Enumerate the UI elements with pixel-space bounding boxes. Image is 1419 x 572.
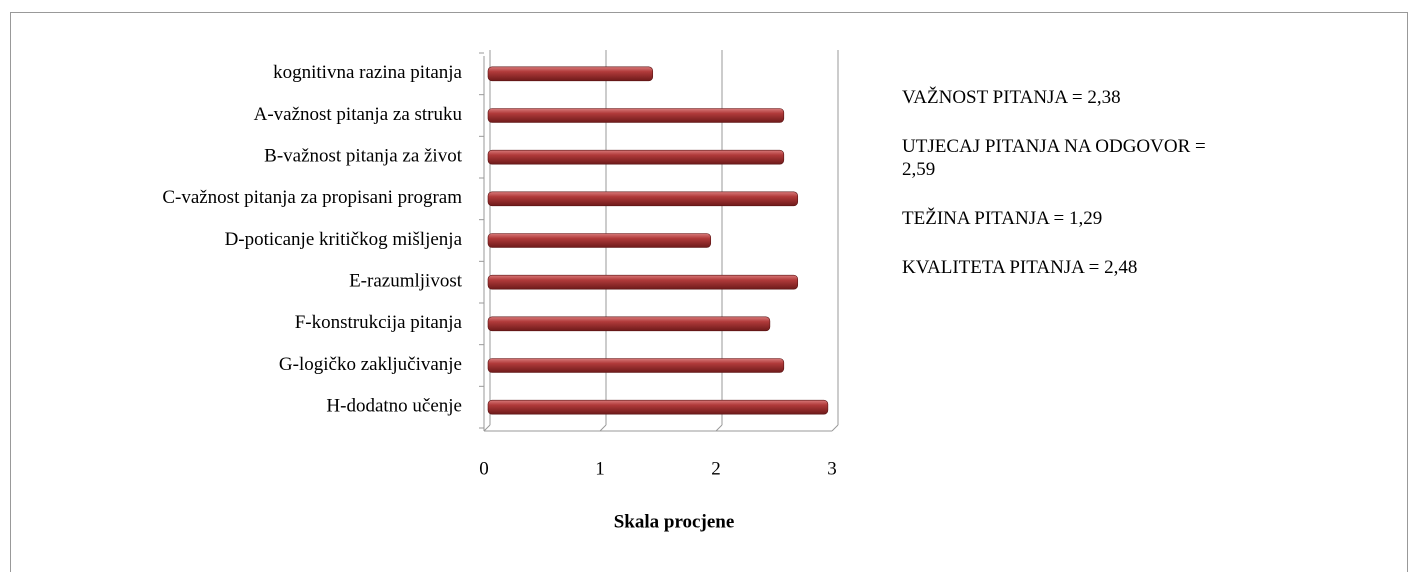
y-tick-label: H-dodatno učenje	[326, 396, 462, 417]
x-tick-label: 3	[827, 458, 837, 479]
bar	[487, 399, 829, 415]
frame	[10, 12, 1408, 572]
bar	[487, 274, 799, 290]
annotation: UTJECAJ PITANJA NA ODGOVOR = 2,59	[902, 136, 1206, 180]
y-tick-label: A-važnost pitanja za struku	[254, 104, 463, 125]
bar	[487, 149, 785, 165]
bar	[487, 191, 799, 207]
y-tick-label: G-logičko zaključivanje	[279, 354, 462, 375]
x-tick-label: 0	[479, 458, 489, 479]
y-tick-label: C-važnost pitanja za propisani program	[162, 187, 462, 208]
grid-line-depth	[483, 424, 491, 432]
bar	[487, 233, 712, 248]
y-tick-label: kognitivna razina pitanja	[273, 62, 462, 83]
annotation: KVALITETA PITANJA = 2,48	[902, 257, 1138, 278]
annotation: VAŽNOST PITANJA = 2,38	[902, 87, 1121, 108]
bar	[487, 66, 654, 82]
bar	[487, 108, 785, 123]
x-tick-label: 1	[595, 458, 605, 479]
annotations: VAŽNOST PITANJA = 2,38 UTJECAJ PITANJA NA…	[902, 86, 1232, 305]
x-axis-title: Skala procjene	[614, 511, 735, 532]
bar	[487, 358, 785, 373]
y-tick-label: E-razumljivost	[349, 271, 463, 292]
annotation: TEŽINA PITANJA = 1,29	[902, 208, 1103, 229]
y-tick-label: D-poticanje kritičkog mišljenja	[225, 229, 463, 250]
grid-line-depth	[715, 424, 723, 432]
x-tick-label: 2	[711, 458, 721, 479]
grid-line-depth	[831, 424, 839, 432]
grid-line-depth	[599, 424, 607, 432]
bar	[487, 316, 771, 332]
y-tick-label: B-važnost pitanja za život	[264, 146, 463, 167]
y-tick-label: F-konstrukcija pitanja	[295, 312, 463, 333]
